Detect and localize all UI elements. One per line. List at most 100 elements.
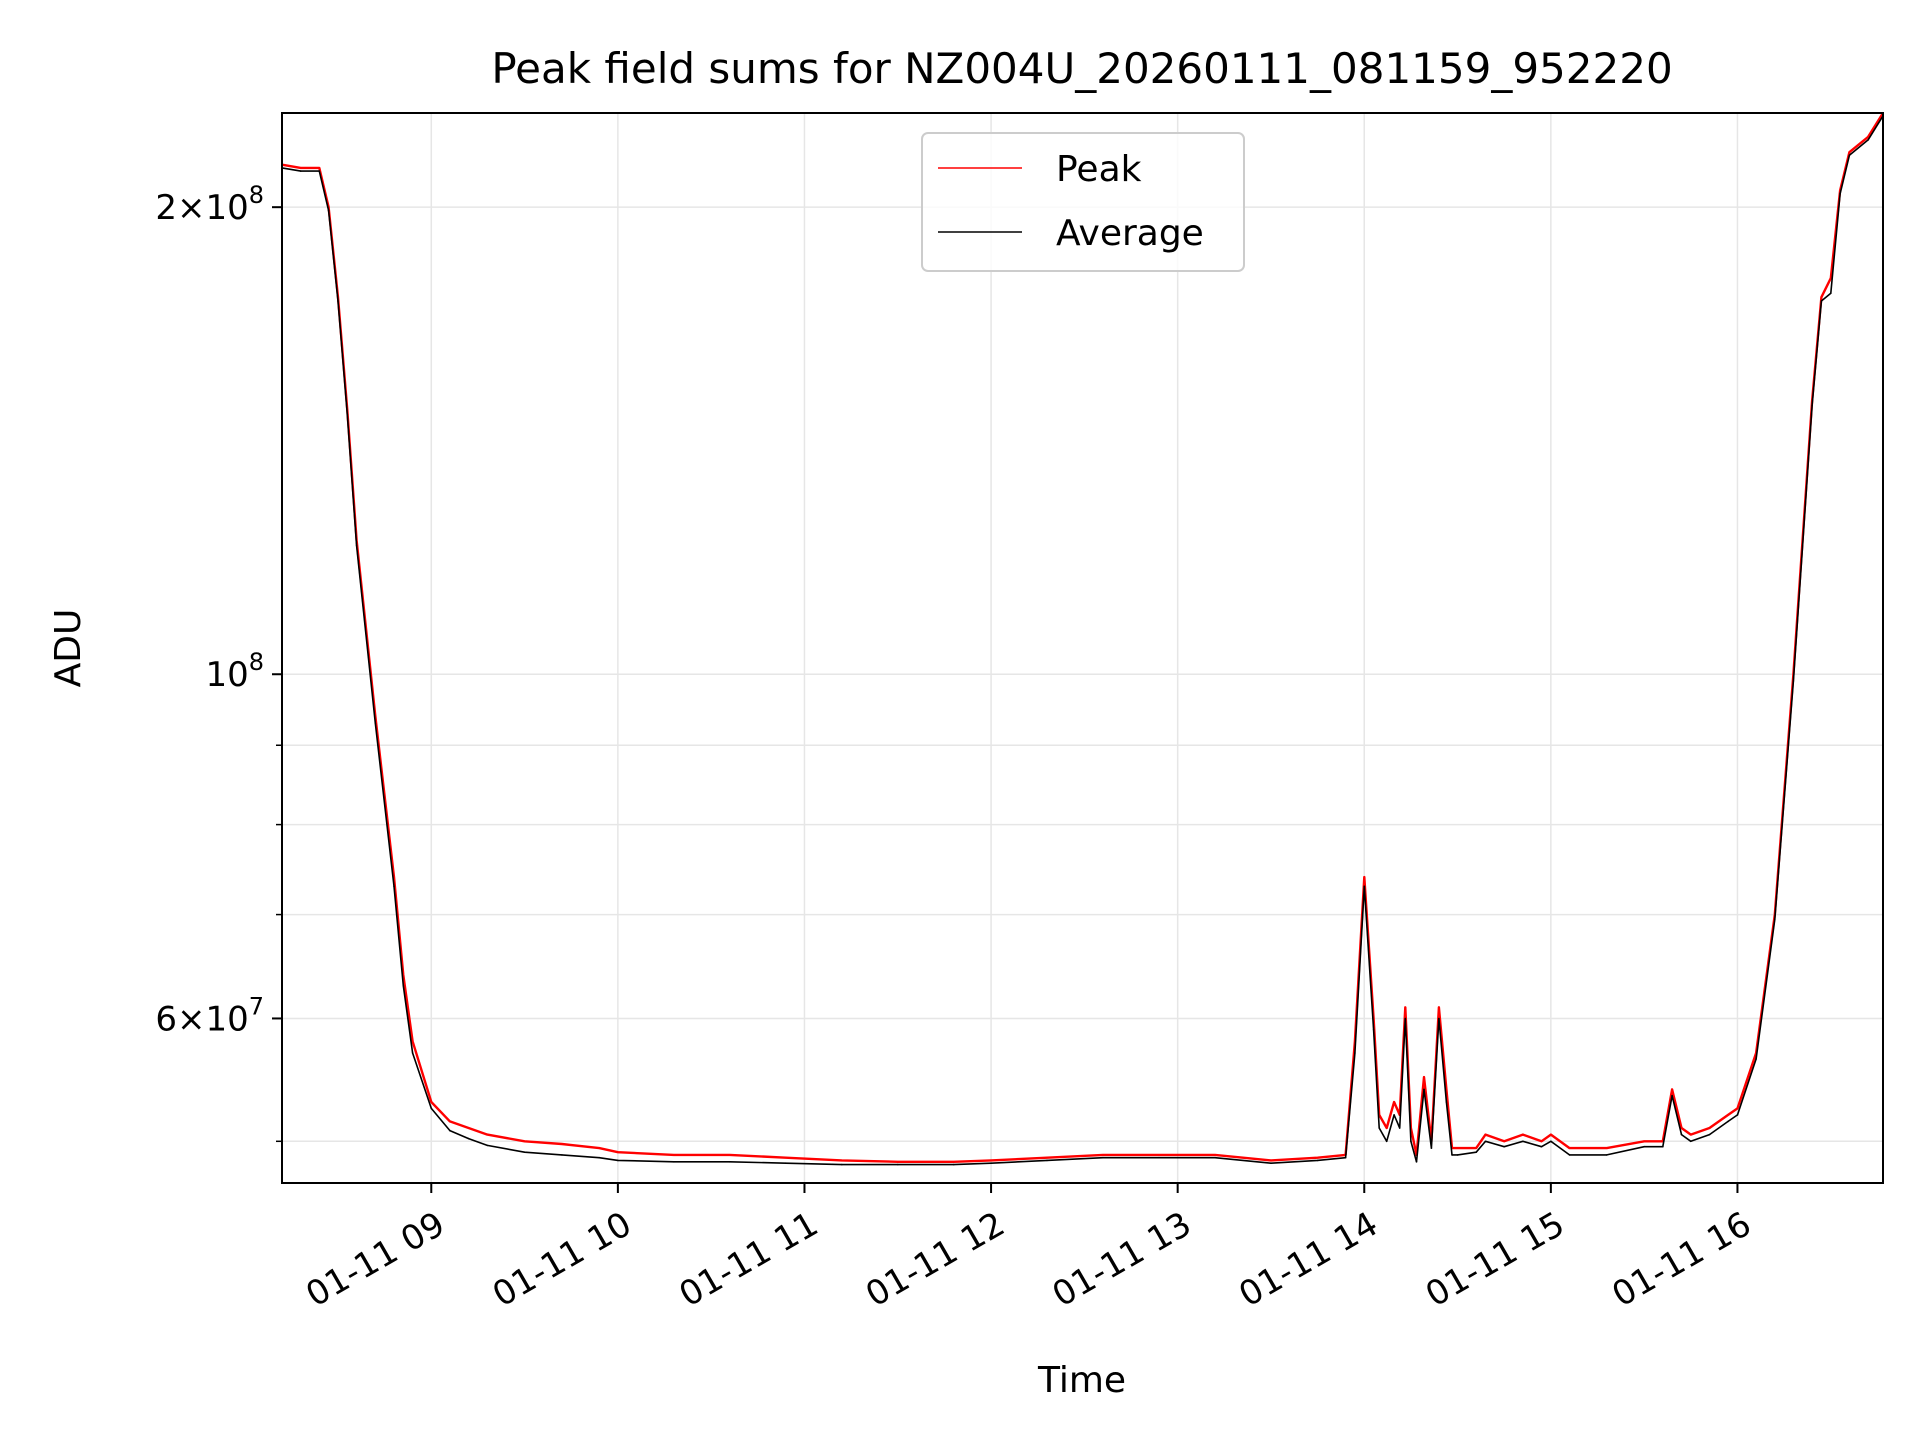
data-point-average bbox=[449, 1129, 451, 1132]
data-point-average bbox=[1839, 193, 1841, 195]
data-point-peak bbox=[617, 1151, 619, 1153]
y-tick-label: 2×108 bbox=[155, 181, 264, 228]
data-point-average bbox=[990, 1162, 992, 1164]
data-point-peak bbox=[467, 1127, 470, 1129]
legend-average-label: Average bbox=[1056, 213, 1204, 254]
data-point-peak bbox=[1643, 1140, 1645, 1143]
data-point-peak bbox=[318, 167, 321, 169]
data-point-average bbox=[337, 300, 339, 302]
data-point-peak bbox=[1606, 1147, 1608, 1149]
data-point-peak bbox=[1727, 1114, 1729, 1116]
data-point-average bbox=[1736, 1114, 1739, 1116]
y-tick-label-exponent: 7 bbox=[249, 992, 264, 1020]
data-point-average bbox=[1102, 1156, 1104, 1159]
data-point-peak bbox=[1423, 1076, 1425, 1078]
data-point-peak bbox=[1848, 151, 1851, 153]
x-axis-label: Time bbox=[1037, 1360, 1126, 1401]
data-point-average bbox=[393, 885, 395, 888]
data-point-average bbox=[1475, 1151, 1477, 1153]
data-point-peak bbox=[1680, 1127, 1683, 1129]
data-point-average bbox=[1484, 1140, 1487, 1143]
data-point-average bbox=[1774, 918, 1776, 921]
data-point-peak bbox=[990, 1159, 992, 1162]
data-point-average bbox=[841, 1163, 843, 1166]
data-point-average bbox=[1363, 885, 1366, 888]
data-point-peak bbox=[1503, 1140, 1505, 1143]
data-point-peak bbox=[561, 1143, 563, 1145]
data-point-peak bbox=[1456, 1147, 1459, 1149]
data-point-average bbox=[1404, 1017, 1407, 1020]
data-point-peak bbox=[1484, 1133, 1487, 1136]
data-point-peak bbox=[1736, 1107, 1739, 1110]
data-point-peak bbox=[1438, 1006, 1440, 1009]
data-point-average bbox=[1385, 1140, 1388, 1143]
y-tick-label-exponent: 8 bbox=[249, 181, 264, 209]
data-point-peak bbox=[1316, 1156, 1319, 1159]
data-point-peak bbox=[841, 1159, 843, 1162]
data-point-average bbox=[1372, 1029, 1375, 1031]
data-point-peak bbox=[523, 1140, 526, 1143]
data-point-average bbox=[411, 1052, 414, 1054]
data-point-peak bbox=[1158, 1154, 1160, 1156]
data-point-average bbox=[1456, 1154, 1459, 1156]
data-point-average bbox=[1445, 1101, 1448, 1103]
data-point-average bbox=[729, 1161, 731, 1163]
data-point-peak bbox=[1214, 1154, 1216, 1156]
data-point-average bbox=[318, 170, 321, 172]
data-point-average bbox=[1415, 1161, 1418, 1163]
data-point-average bbox=[299, 170, 302, 172]
y-tick-label-exponent: 8 bbox=[249, 648, 264, 676]
y-tick-label-base: 6×10 bbox=[155, 999, 248, 1039]
data-point-peak bbox=[952, 1161, 955, 1163]
data-point-peak bbox=[486, 1133, 489, 1136]
data-point-peak bbox=[1404, 1006, 1407, 1009]
data-point-average bbox=[1662, 1145, 1664, 1148]
data-point-average bbox=[1568, 1154, 1571, 1156]
data-point-peak bbox=[729, 1154, 731, 1156]
data-point-peak bbox=[1568, 1147, 1571, 1149]
data-point-peak bbox=[897, 1161, 899, 1163]
data-point-average bbox=[1830, 292, 1832, 295]
data-point-average bbox=[1680, 1133, 1683, 1136]
legend-peak-label: Peak bbox=[1056, 149, 1142, 190]
data-point-average bbox=[1398, 1127, 1401, 1129]
data-point-average bbox=[430, 1107, 433, 1110]
y-tick-label: 108 bbox=[205, 648, 264, 695]
data-point-peak bbox=[1867, 136, 1869, 138]
data-point-average bbox=[1811, 404, 1813, 407]
data-point-peak bbox=[1820, 296, 1823, 299]
data-point-peak bbox=[449, 1120, 451, 1123]
data-point-peak bbox=[1475, 1147, 1477, 1149]
data-point-average bbox=[1430, 1147, 1433, 1149]
data-point-average bbox=[1708, 1133, 1711, 1136]
data-point-peak bbox=[1708, 1127, 1711, 1129]
data-point-peak bbox=[598, 1147, 600, 1149]
data-point-peak bbox=[1540, 1140, 1543, 1143]
data-point-average bbox=[1214, 1156, 1216, 1159]
data-point-peak bbox=[1393, 1101, 1395, 1103]
plot-frame bbox=[281, 112, 1884, 1184]
data-point-peak bbox=[430, 1101, 433, 1103]
data-point-average bbox=[467, 1137, 470, 1140]
data-point-average bbox=[1451, 1154, 1453, 1156]
legend: Peak Average bbox=[921, 132, 1245, 272]
data-point-average bbox=[1503, 1145, 1505, 1148]
data-point-peak bbox=[1385, 1127, 1388, 1129]
data-point-average bbox=[1378, 1127, 1380, 1129]
data-point-average bbox=[1792, 680, 1795, 682]
data-point-peak bbox=[1046, 1156, 1048, 1159]
data-point-average bbox=[355, 545, 358, 547]
data-point-average bbox=[327, 209, 330, 212]
data-point-average bbox=[897, 1163, 899, 1166]
data-point-average bbox=[1643, 1145, 1645, 1148]
y-tick-label-base: 10 bbox=[205, 655, 248, 695]
data-point-average bbox=[346, 413, 349, 416]
data-point-peak bbox=[411, 1040, 414, 1043]
data-point-average bbox=[523, 1151, 526, 1153]
chart-title: Peak field sums for NZ004U_20260111_0811… bbox=[491, 44, 1672, 93]
data-point-average bbox=[1316, 1159, 1319, 1162]
data-point-average bbox=[1522, 1140, 1524, 1143]
data-point-average bbox=[1438, 1017, 1440, 1020]
data-point-average bbox=[1606, 1154, 1608, 1156]
